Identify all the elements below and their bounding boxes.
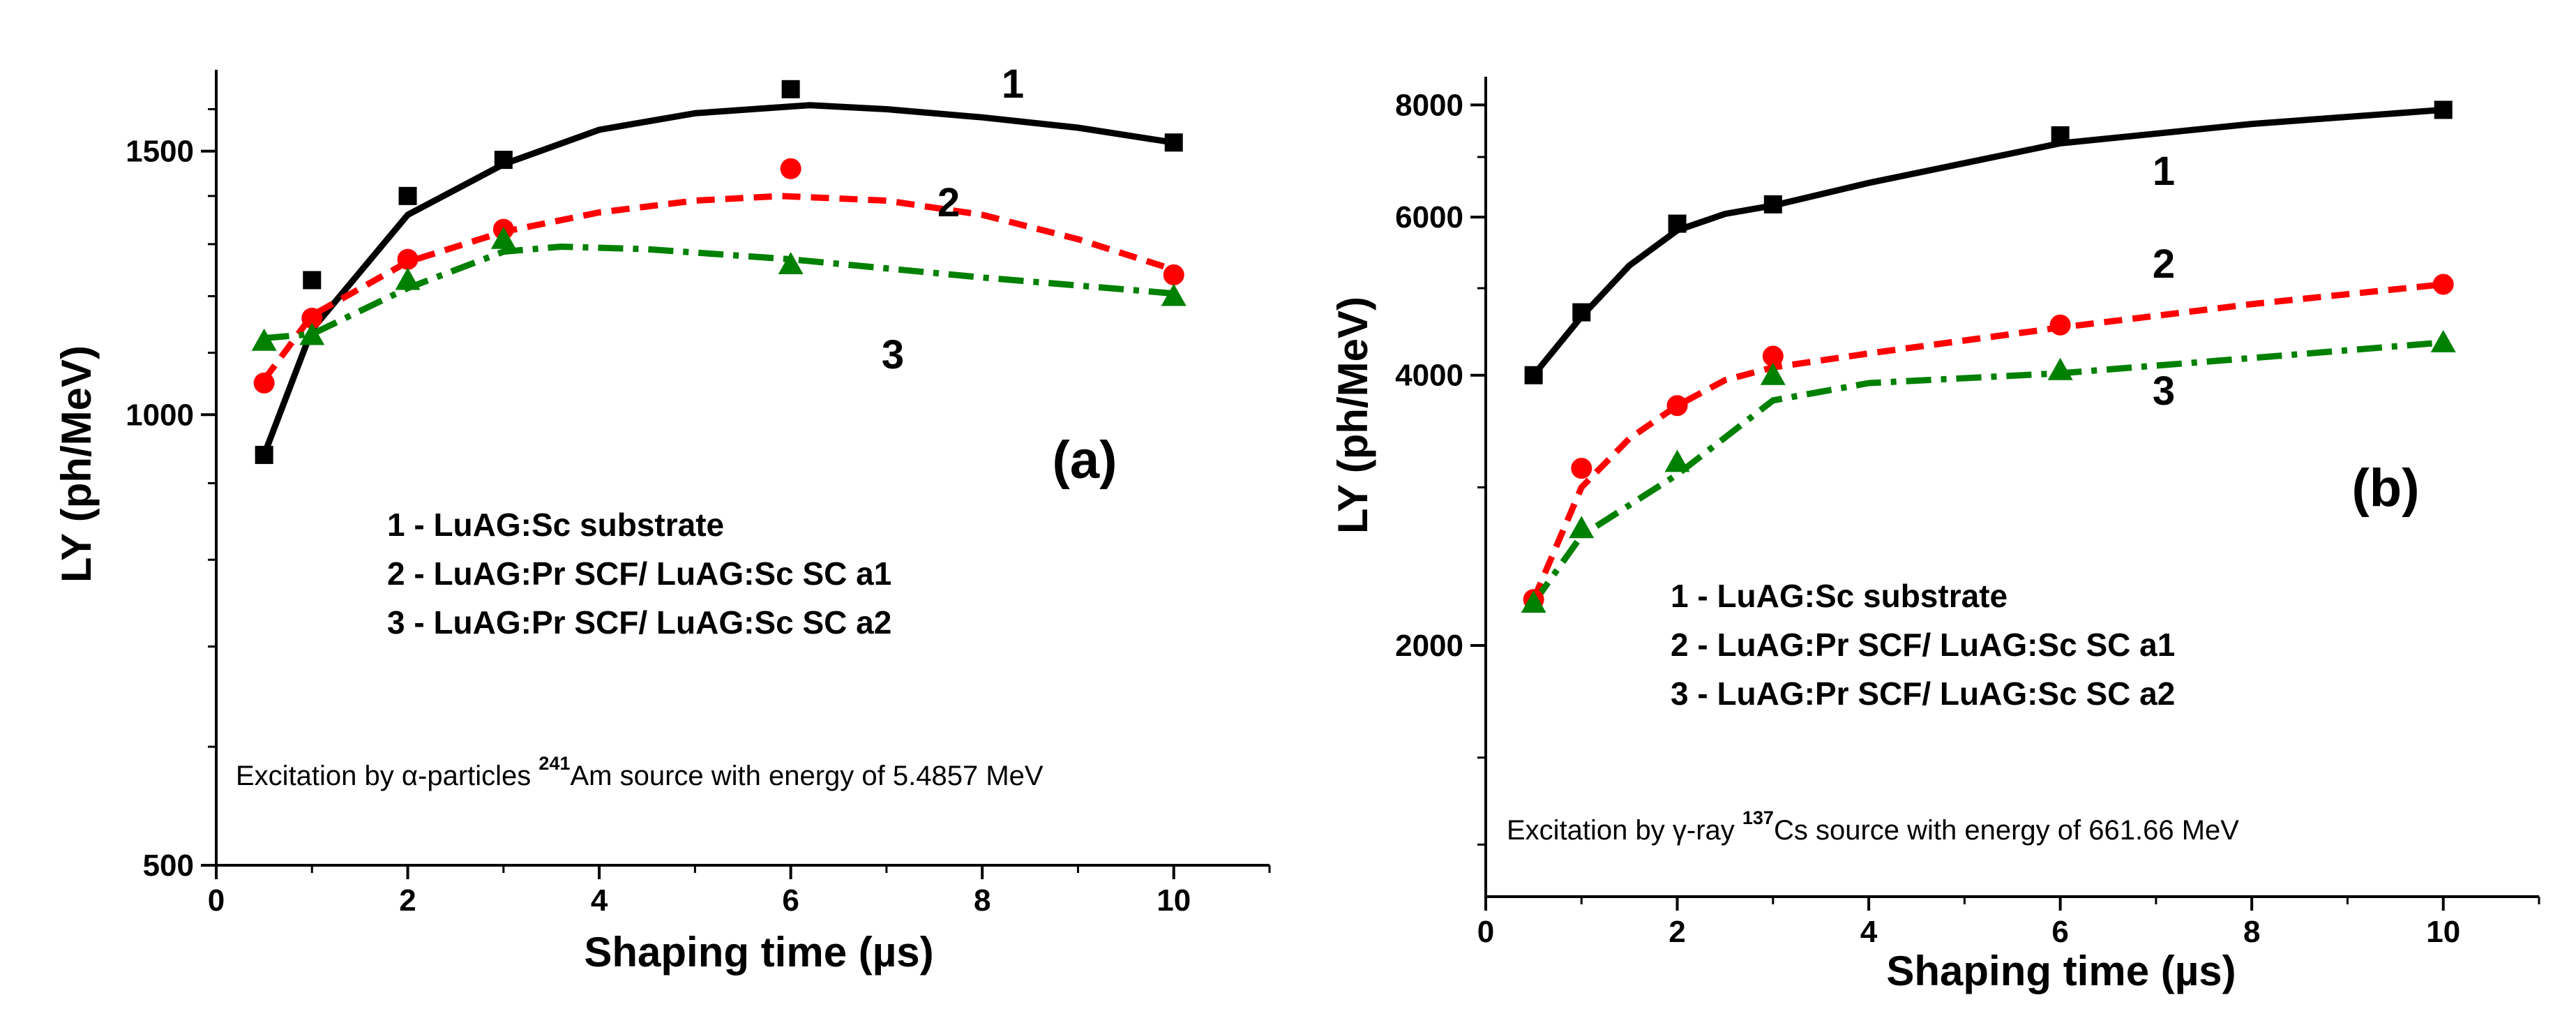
panel-a-plot (251, 80, 1187, 464)
panel-b-series-3-line (1530, 339, 2444, 605)
panel-a-series-1-point (781, 80, 800, 98)
panel-b-series-2-point (1666, 395, 1688, 417)
panel-b-y-tick-label: 6000 (1395, 200, 1463, 234)
panel-a-legend-entry-2: 2 - LuAG:Pr SCF/ LuAG:Sc SC a1 (387, 555, 891, 592)
panel-b-annotation: Excitation by γ-ray 137Cs source with en… (1507, 807, 2239, 846)
panel-b-series-1-point (2051, 126, 2070, 144)
panel-b-x-tick-label: 10 (2426, 915, 2460, 949)
panel-b-label: (b) (2351, 458, 2419, 518)
panel-b-curve-number-1: 1 (2153, 149, 2175, 194)
panel-b-annotation-text-end: Cs source with energy of 661.66 MeV (1774, 815, 2239, 846)
panel-b-series-3-point (1760, 362, 1786, 385)
panel-a-y-tick-label: 500 (143, 849, 194, 883)
panel-a-series-3-point (395, 267, 421, 290)
panel-b-annotation-text: Excitation by γ-ray (1507, 815, 1742, 846)
panel-a-series-2-point (780, 158, 801, 179)
panel-a-x-tick-label: 4 (591, 883, 608, 918)
panel-b: 0 2 4 6 8 10 2000 4000 6000 8000 LY (ph/MeV) Shap… (1330, 77, 2540, 994)
panel-b-series-3-point (1664, 449, 1690, 472)
panel-a-series-1-point (1164, 133, 1183, 152)
panel-a-label: (a) (1053, 431, 1117, 490)
panel-b-series-3-point (2047, 357, 2073, 380)
panel-b-series-3-point (2430, 329, 2456, 352)
panel-b-curve-number-2: 2 (2153, 241, 2175, 287)
panel-b-plot (1521, 100, 2456, 613)
panel-a-x-tick-label: 6 (782, 883, 799, 918)
panel-a-series-1-point (494, 151, 513, 170)
panel-a-series-2-point (1163, 264, 1184, 285)
panel-a-y-tick-label: 1500 (126, 135, 194, 169)
panel-b-y-axis-title: LY (ph/MeV) (1330, 297, 1376, 534)
panel-b-series-2-point (2432, 274, 2454, 295)
panel-a-x-tick-label: 8 (974, 883, 991, 918)
panel-b-series-3-point (1569, 516, 1595, 539)
panel-a-series-3-point (490, 226, 516, 249)
panel-a-annotation-superscript: 241 (538, 753, 570, 774)
panel-a-series-3-point (1161, 283, 1187, 306)
panel-a-legend: 1 - LuAG:Sc substrate 2 - LuAG:Pr SCF/ L… (387, 507, 891, 641)
panel-a-x-tick-label: 10 (1157, 883, 1191, 918)
panel-b-series-2-line (1530, 281, 2444, 601)
panel-a-curve-number-2: 2 (937, 180, 960, 225)
panel-b-series-2-point (1571, 458, 1592, 479)
panel-a-annotation: Excitation by α-particles 241Am source w… (236, 753, 1044, 791)
panel-a-series-1-point (398, 186, 417, 205)
panel-b-series-1-point (1524, 366, 1543, 384)
panel-a-series-2-line (261, 193, 1175, 382)
panel-a-axes: 0 2 4 6 8 10 500 1000 1500 (126, 70, 1271, 918)
panel-b-x-tick-label: 8 (2243, 915, 2260, 949)
panel-a-x-axis-title: Shaping time (µs) (584, 929, 933, 976)
panel-a: 0 2 4 6 8 10 500 1000 1500 LY (ph/MeV) Shaping t… (53, 61, 1271, 976)
panel-a-series-1-line (261, 102, 1175, 456)
panel-a-series-2-point (301, 308, 323, 329)
panel-b-series-3-point (1521, 590, 1546, 613)
panel-b-axes: 0 2 4 6 8 10 2000 4000 6000 8000 (1395, 77, 2540, 949)
panel-a-series-2-point (397, 248, 419, 270)
panel-a-series-1-point (255, 445, 273, 464)
panel-b-legend-entry-1: 1 - LuAG:Sc substrate (1671, 578, 2008, 614)
panel-a-legend-entry-3: 3 - LuAG:Pr SCF/ LuAG:Sc SC a2 (387, 604, 891, 641)
panel-b-series-1-point (1763, 195, 1782, 214)
panel-b-series-2-point (1762, 345, 1784, 367)
panel-a-x-tick-label: 2 (399, 883, 416, 918)
panel-a-series-3-point (299, 322, 325, 345)
panel-a-series-3-point (251, 328, 277, 351)
panel-b-x-tick-label: 4 (1860, 915, 1878, 949)
panel-a-curve-number-1: 1 (1002, 61, 1024, 107)
panel-a-series-1-point (303, 271, 322, 290)
panel-b-legend-entry-2: 2 - LuAG:Pr SCF/ LuAG:Sc SC a1 (1671, 627, 2175, 663)
panel-b-x-tick-label: 6 (2051, 915, 2068, 949)
panel-b-series-1-point (2434, 100, 2453, 119)
panel-b-y-tick-label: 8000 (1395, 88, 1463, 122)
panel-b-annotation-superscript: 137 (1742, 807, 1774, 828)
panel-b-x-tick-label: 2 (1669, 915, 1685, 949)
panel-a-series-3-line (264, 244, 1175, 342)
panel-b-x-axis-title: Shaping time (µs) (1886, 948, 2236, 994)
panel-b-series-1-point (1668, 214, 1687, 233)
panel-a-x-tick-label: 0 (208, 883, 225, 918)
panel-b-series-2-point (2049, 314, 2071, 336)
panel-a-annotation-text: Excitation by α-particles (236, 761, 538, 791)
panel-b-y-tick-label: 4000 (1395, 359, 1463, 393)
panel-b-y-tick-label: 2000 (1395, 629, 1463, 663)
panel-a-curve-number-3: 3 (882, 332, 904, 378)
panel-b-curve-number-3: 3 (2153, 368, 2175, 414)
panel-a-y-axis-title: LY (ph/MeV) (53, 345, 100, 583)
panel-a-y-tick-label: 1000 (126, 398, 194, 432)
panel-b-legend-entry-3: 3 - LuAG:Pr SCF/ LuAG:Sc SC a2 (1671, 675, 2175, 712)
panel-b-series-1-point (1572, 303, 1591, 322)
panel-a-legend-entry-1: 1 - LuAG:Sc substrate (387, 507, 724, 543)
panel-a-series-2-point (253, 372, 275, 394)
panel-b-x-tick-label: 0 (1477, 915, 1494, 949)
panel-a-annotation-text-end: Am source with energy of 5.4857 MeV (570, 761, 1043, 791)
panel-b-series-1-line (1531, 106, 2444, 378)
panel-a-series-3-point (778, 252, 804, 275)
panel-b-legend: 1 - LuAG:Sc substrate 2 - LuAG:Pr SCF/ L… (1671, 578, 2175, 712)
